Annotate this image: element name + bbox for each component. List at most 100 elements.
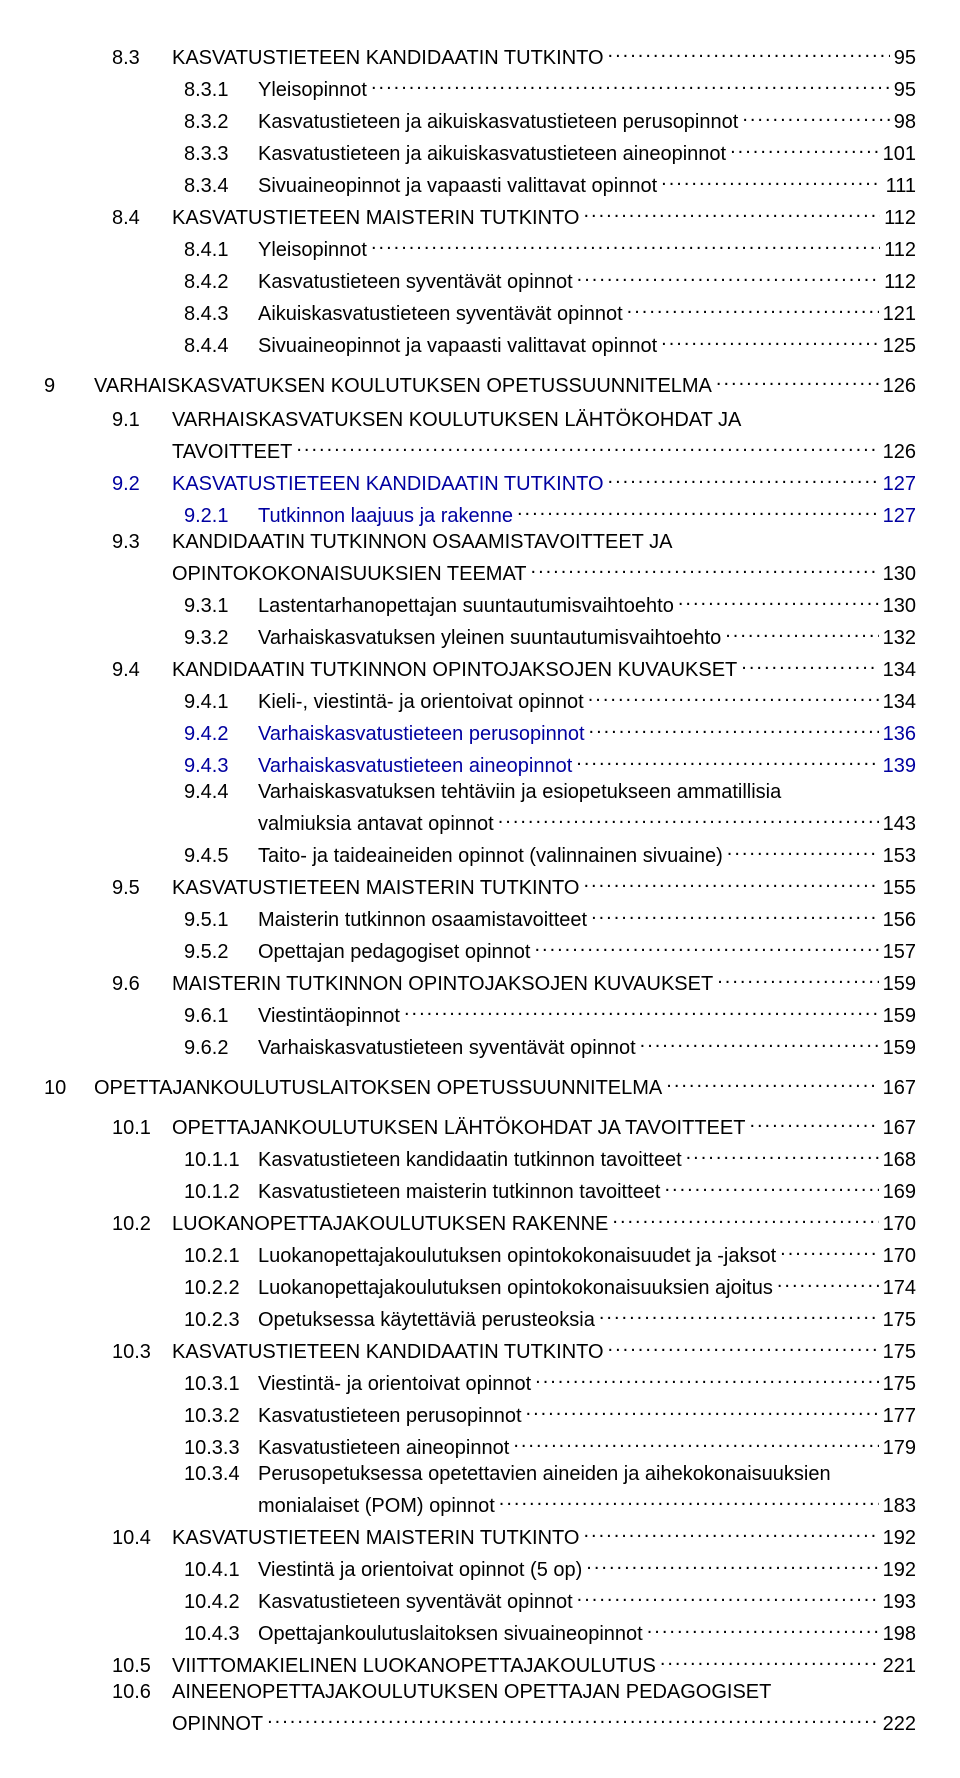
toc-title: Viestintäopinnot — [258, 1004, 404, 1029]
toc-number: 10.3.1 — [184, 1372, 258, 1397]
toc-title: Kasvatustieteen ja aikuiskasvatustieteen… — [258, 142, 730, 167]
toc-leader — [296, 434, 878, 458]
toc-title: KANDIDAATIN TUTKINNON OPINTOJAKSOJEN KUV… — [172, 658, 741, 683]
toc-leader — [534, 934, 878, 958]
toc-entry: 9.4.1Kieli-, viestintä- ja orientoivat o… — [44, 684, 916, 715]
toc-number: 10.5 — [112, 1654, 172, 1679]
toc-page: 136 — [879, 722, 916, 747]
toc-number: 9.6 — [112, 972, 172, 997]
toc-title: Kasvatustieteen syventävät opinnot — [258, 1590, 577, 1615]
toc-entry-continuation: OPINTOKOKONAISUUKSIEN TEEMAT130 — [44, 556, 916, 587]
toc-page: 130 — [879, 594, 916, 619]
toc-entry: 8.4KASVATUSTIETEEN MAISTERIN TUTKINTO112 — [44, 200, 916, 231]
toc-entry: 10.3.4Perusopetuksessa opetettavien aine… — [44, 1462, 916, 1487]
toc-entry: 10.6AINEENOPETTAJAKOULUTUKSEN OPETTAJAN … — [44, 1680, 916, 1705]
toc-page: 177 — [879, 1404, 916, 1429]
toc-entry: 9.1VARHAISKASVATUKSEN KOULUTUKSEN LÄHTÖK… — [44, 408, 916, 433]
toc-title: VIITTOMAKIELINEN LUOKANOPETTAJAKOULUTUS — [172, 1654, 660, 1679]
toc-number: 8.3.3 — [184, 142, 258, 167]
toc-leader — [404, 998, 879, 1022]
toc-title: Kasvatustieteen maisterin tutkinnon tavo… — [258, 1180, 664, 1205]
toc-page: 134 — [879, 690, 916, 715]
toc-number: 10.1.1 — [184, 1148, 258, 1173]
toc-title: Varhaiskasvatustieteen syventävät opinno… — [258, 1036, 640, 1061]
toc-entry: 9.5KASVATUSTIETEEN MAISTERIN TUTKINTO155 — [44, 870, 916, 901]
toc-title: Varhaiskasvatuksen tehtäviin ja esiopetu… — [258, 780, 785, 805]
toc-page: 168 — [879, 1148, 916, 1173]
toc-number: 10.4 — [112, 1526, 172, 1551]
toc-title: KASVATUSTIETEEN KANDIDAATIN TUTKINTO — [172, 1340, 608, 1365]
toc-entry: 9.3KANDIDAATIN TUTKINNON OSAAMISTAVOITTE… — [44, 530, 916, 555]
toc-number: 8.4 — [112, 206, 172, 231]
toc-page: 153 — [879, 844, 916, 869]
toc-page: 192 — [879, 1526, 916, 1551]
toc-entry: 8.4.4Sivuaineopinnot ja vapaasti valitta… — [44, 328, 916, 359]
toc-page: 157 — [879, 940, 916, 965]
toc-entry: 9.2.1Tutkinnon laajuus ja rakenne127 — [44, 498, 916, 529]
toc-leader — [678, 588, 879, 612]
toc-entry: 10.3.3Kasvatustieteen aineopinnot179 — [44, 1430, 916, 1461]
toc-title: OPETTAJANKOULUTUSLAITOKSEN OPETUSSUUNNIT… — [94, 1076, 666, 1101]
toc-title: Kasvatustieteen kandidaatin tutkinnon ta… — [258, 1148, 686, 1173]
toc-entry: 9.6MAISTERIN TUTKINNON OPINTOJAKSOJEN KU… — [44, 966, 916, 997]
toc-title: OPINNOT — [172, 1712, 267, 1737]
toc-number: 9.3.1 — [184, 594, 258, 619]
toc-entry: 9.4.5Taito- ja taideaineiden opinnot (va… — [44, 838, 916, 869]
toc-number: 9.6.2 — [184, 1036, 258, 1061]
toc-leader — [742, 104, 889, 128]
toc-page: 175 — [879, 1308, 916, 1333]
toc-page: 175 — [879, 1372, 916, 1397]
toc-leader — [730, 136, 879, 160]
toc-page: 175 — [879, 1340, 916, 1365]
toc-number: 9.4.4 — [184, 780, 258, 805]
toc-entry-continuation: OPINNOT222 — [44, 1706, 916, 1737]
toc-title: AINEENOPETTAJAKOULUTUKSEN OPETTAJAN PEDA… — [172, 1680, 775, 1705]
toc-leader — [498, 806, 879, 830]
toc-number: 8.3.1 — [184, 78, 258, 103]
toc-entry: 10.2.3Opetuksessa käytettäviä perusteoks… — [44, 1302, 916, 1333]
toc-leader — [535, 1366, 878, 1390]
toc-entry: 10.4.1Viestintä ja orientoivat opinnot (… — [44, 1552, 916, 1583]
toc-entry: 9.4.4Varhaiskasvatuksen tehtäviin ja esi… — [44, 780, 916, 805]
toc-page: 121 — [879, 302, 916, 327]
toc-entry: 8.4.1Yleisopinnot112 — [44, 232, 916, 263]
toc-entry: 9.6.1Viestintäopinnot159 — [44, 998, 916, 1029]
toc-leader — [666, 1070, 878, 1094]
toc-number: 10.2 — [112, 1212, 172, 1237]
toc-number: 10.2.2 — [184, 1276, 258, 1301]
toc-title: TAVOITTEET — [172, 440, 296, 465]
toc-leader — [531, 556, 879, 580]
toc-leader — [589, 716, 879, 740]
toc-leader — [499, 1488, 879, 1512]
toc-title: Kieli-, viestintä- ja orientoivat opinno… — [258, 690, 588, 715]
toc-number: 10.4.1 — [184, 1558, 258, 1583]
toc-entry: 9VARHAISKASVATUKSEN KOULUTUKSEN OPETUSSU… — [44, 368, 916, 399]
toc-leader — [577, 264, 880, 288]
toc-entry: 8.3KASVATUSTIETEEN KANDIDAATIN TUTKINTO9… — [44, 40, 916, 71]
toc-leader — [267, 1706, 879, 1730]
toc-entry: 9.5.2Opettajan pedagogiset opinnot157 — [44, 934, 916, 965]
toc-leader — [583, 870, 878, 894]
toc-page: 132 — [879, 626, 916, 651]
toc-leader — [517, 498, 879, 522]
toc-entry: 10.4KASVATUSTIETEEN MAISTERIN TUTKINTO19… — [44, 1520, 916, 1551]
toc-page: 159 — [879, 1036, 916, 1061]
toc-entry-continuation: valmiuksia antavat opinnot143 — [44, 806, 916, 837]
toc-page: 127 — [879, 472, 916, 497]
toc-leader — [608, 40, 890, 64]
toc-title: OPETTAJANKOULUTUKSEN LÄHTÖKOHDAT JA TAVO… — [172, 1116, 749, 1141]
toc-entry: 10.1.1Kasvatustieteen kandidaatin tutkin… — [44, 1142, 916, 1173]
toc-number: 9.4.5 — [184, 844, 258, 869]
toc-page: 111 — [882, 174, 916, 199]
toc-title: Varhaiskasvatustieteen aineopinnot — [258, 754, 576, 779]
toc-title: Sivuaineopinnot ja vapaasti valittavat o… — [258, 334, 661, 359]
toc-entry: 10.3.2Kasvatustieteen perusopinnot177 — [44, 1398, 916, 1429]
toc-title: Varhaiskasvatustieteen perusopinnot — [258, 722, 589, 747]
toc-title: KASVATUSTIETEEN KANDIDAATIN TUTKINTO — [172, 46, 608, 71]
toc-entry: 9.4.3Varhaiskasvatustieteen aineopinnot1… — [44, 748, 916, 779]
toc-entry: 9.5.1Maisterin tutkinnon osaamistavoitte… — [44, 902, 916, 933]
toc-title: KASVATUSTIETEEN MAISTERIN TUTKINTO — [172, 206, 583, 231]
table-of-contents: 8.3KASVATUSTIETEEN KANDIDAATIN TUTKINTO9… — [44, 40, 916, 1737]
toc-title: Taito- ja taideaineiden opinnot (valinna… — [258, 844, 727, 869]
toc-leader — [647, 1616, 879, 1640]
